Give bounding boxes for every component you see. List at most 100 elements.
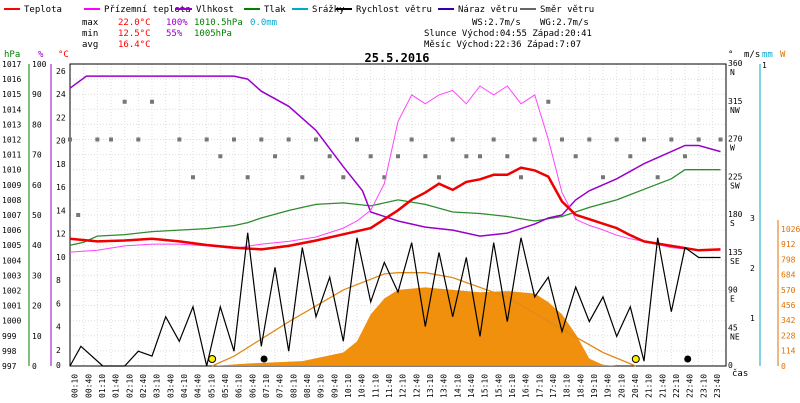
- wind-dir-point: [204, 137, 209, 142]
- hpa-unit: hPa: [4, 50, 20, 60]
- dir-compass: N: [730, 68, 735, 77]
- x-tick-label: 10:10: [344, 374, 353, 398]
- wind-dir-point: [478, 154, 482, 159]
- w-tick: 114: [781, 347, 796, 356]
- dir-tick: 45: [728, 323, 738, 332]
- clear-sky-line: [211, 272, 637, 367]
- dir-tick: 360: [728, 59, 743, 68]
- wind-dir-point: [314, 137, 318, 142]
- wind-dir-point: [560, 137, 564, 142]
- ms-tick: 3: [750, 214, 755, 223]
- wind-dir-point: [409, 137, 414, 142]
- wind-dir-point: [423, 154, 428, 159]
- x-tick-label: 12:10: [399, 374, 408, 398]
- legend-label-wind: Rychlost větru: [356, 5, 432, 15]
- x-tick-label: 16:40: [522, 374, 531, 398]
- hpa-tick: 1010: [2, 166, 21, 175]
- wind-dir-point: [355, 137, 359, 142]
- wind-dir-point: [327, 154, 332, 159]
- temp-tick: 14: [56, 206, 66, 215]
- temp-tick: 8: [56, 276, 61, 285]
- x-tick-label: 17:10: [535, 374, 544, 398]
- x-tick-label: 03:10: [153, 374, 162, 398]
- x-tick-label: 21:40: [658, 374, 667, 398]
- x-tick-label: 09:40: [330, 374, 339, 398]
- legend-label-gust: Náraz větru: [458, 5, 518, 15]
- stat-0-2: 100%: [166, 18, 188, 28]
- x-tick-label: 01:10: [98, 374, 107, 398]
- hpa-tick: 1011: [2, 151, 21, 160]
- x-tick-label: 03:40: [166, 374, 175, 398]
- stat-2-1: 16.4°C: [118, 40, 151, 50]
- wind-dir-point: [191, 175, 195, 180]
- hpa-tick: 1005: [2, 241, 21, 250]
- x-tick-label: 10:40: [358, 374, 367, 398]
- hpa-tick: 1002: [2, 287, 21, 296]
- wind-dir-point: [218, 154, 223, 159]
- x-tick-label: 02:10: [125, 374, 134, 398]
- x-tick-label: 11:10: [371, 374, 380, 398]
- wind-dir-point: [519, 175, 523, 180]
- x-tick-label: 14:10: [453, 374, 462, 398]
- wind-dir-point: [450, 137, 455, 142]
- pct-unit: %: [38, 50, 44, 60]
- wind-dir-point: [136, 137, 141, 142]
- hpa-tick: 1014: [2, 105, 21, 114]
- wind-dir-point: [532, 137, 537, 142]
- x-tick-label: 04:40: [194, 374, 203, 398]
- moonset-marker: [260, 355, 268, 363]
- temp-unit: °C: [58, 50, 69, 60]
- w-tick: 228: [781, 331, 796, 340]
- legend-label-feels: Přízemní teplota: [104, 5, 191, 15]
- wind-dir-point: [464, 154, 469, 159]
- wind-dir-point: [382, 175, 387, 180]
- wind-speed-line: [69, 232, 721, 367]
- hpa-tick: 1012: [2, 136, 21, 145]
- w-tick: 570: [781, 286, 796, 295]
- stats-block: max 22.0°C 100% 1010.5hPa 0.0mm min 12.5°C 55% 1…: [82, 18, 592, 50]
- x-tick-label: 23:40: [713, 374, 722, 398]
- dir-tick: 270: [728, 135, 743, 144]
- mm-unit: mm: [762, 50, 773, 60]
- x-tick-label: 15:40: [494, 374, 503, 398]
- x-tick-label: 02:40: [139, 374, 148, 398]
- x-tick-label: 22:10: [672, 374, 681, 398]
- dir-tick: 315: [728, 97, 743, 106]
- stat-sun: Slunce Východ:04:55 Západ:20:41: [424, 29, 592, 39]
- wind-dir-point: [628, 154, 633, 159]
- stat-1-2: 55%: [166, 29, 183, 39]
- hpa-tick: 999: [2, 332, 17, 341]
- x-tick-label: 13:10: [426, 374, 435, 398]
- stat-0-1: 22.0°C: [118, 18, 151, 28]
- wind-dir-point: [245, 175, 250, 180]
- x-tick-label: 08:40: [303, 374, 312, 398]
- hpa-tick: 1008: [2, 196, 21, 205]
- x-axis-label: čas: [732, 368, 748, 379]
- legend-label-dir: Směr větru: [540, 5, 594, 15]
- wind-dir-point: [491, 137, 496, 142]
- wind-dir-point: [669, 137, 674, 142]
- x-tick-label: 12:40: [412, 374, 421, 398]
- w-tick: 0: [781, 362, 786, 371]
- temp-tick: 20: [56, 137, 66, 146]
- wind-dir-point: [232, 137, 236, 142]
- stat-1-3: 1005hPa: [194, 29, 232, 39]
- stat-moon: Měsíc Východ:22:36 Západ:7:07: [424, 40, 581, 50]
- dir-compass: NW: [730, 106, 740, 115]
- x-tick-label: 14:40: [467, 374, 476, 398]
- pct-tick: 80: [32, 120, 42, 129]
- temp-tick: 0: [56, 361, 61, 370]
- x-tick-label: 11:40: [385, 374, 394, 398]
- wind-dir-point: [437, 175, 441, 180]
- wind-dir-point: [259, 137, 264, 142]
- x-tick-label: 22:40: [686, 374, 695, 398]
- dir-compass: S: [730, 219, 735, 228]
- dir-compass: SW: [730, 181, 740, 190]
- ms-tick: 1: [750, 314, 755, 323]
- pressure-line: [69, 169, 721, 246]
- x-tick-label: 20:10: [617, 374, 626, 398]
- wind-dir-point: [696, 137, 701, 142]
- hpa-tick: 1017: [2, 60, 21, 69]
